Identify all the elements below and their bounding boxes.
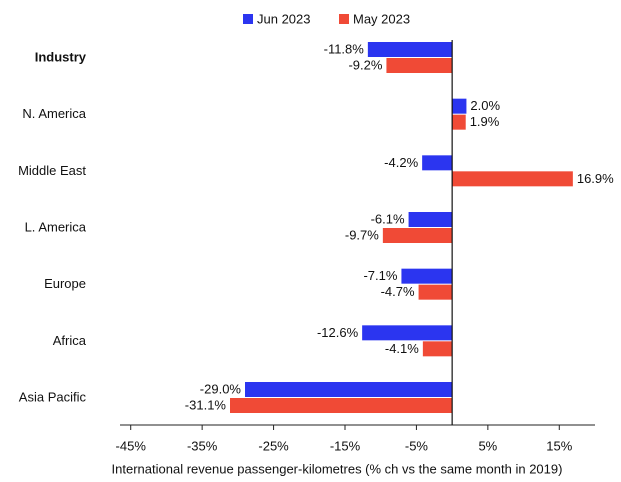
value-label: -7.1%	[363, 268, 397, 283]
value-label: 16.9%	[577, 171, 614, 186]
bar	[367, 42, 453, 57]
y-tick-label: N. America	[22, 106, 86, 121]
x-axis-title: International revenue passenger-kilometr…	[112, 461, 563, 476]
bar	[418, 284, 453, 300]
value-label: -4.2%	[384, 155, 418, 170]
bar	[452, 114, 466, 130]
bar	[422, 155, 453, 171]
value-label: -9.2%	[348, 57, 382, 72]
x-tick-label: -15%	[330, 438, 361, 453]
bar	[422, 341, 453, 357]
bar	[362, 325, 453, 341]
bar	[452, 98, 467, 114]
bar	[230, 398, 453, 413]
x-tick-label: -35%	[187, 438, 218, 453]
value-label: -4.7%	[381, 284, 415, 299]
bar	[382, 228, 453, 243]
y-tick-label: L. America	[25, 219, 87, 234]
value-label: -6.1%	[371, 211, 405, 226]
value-label: -12.6%	[317, 325, 359, 340]
y-tick-label: Industry	[35, 49, 87, 64]
x-tick-label: -25%	[258, 438, 289, 453]
x-tick-label: 15%	[546, 438, 572, 453]
legend-label: May 2023	[353, 11, 410, 26]
legend-label: Jun 2023	[257, 11, 311, 26]
legend-swatch	[339, 14, 349, 24]
y-tick-label: Africa	[53, 333, 87, 348]
bar	[408, 212, 453, 227]
value-label: -31.1%	[185, 397, 227, 412]
value-label: 2.0%	[470, 98, 500, 113]
bar	[401, 268, 453, 284]
x-tick-label: -5%	[405, 438, 429, 453]
value-label: -29.0%	[200, 381, 242, 396]
y-tick-label: Asia Pacific	[19, 389, 87, 404]
bar	[452, 171, 573, 187]
value-label: -9.7%	[345, 227, 379, 242]
x-tick-label: 5%	[478, 438, 497, 453]
value-label: -4.1%	[385, 341, 419, 356]
value-label: 1.9%	[470, 114, 500, 129]
bar	[245, 382, 453, 397]
y-tick-label: Middle East	[18, 163, 86, 178]
bar	[386, 58, 453, 73]
legend-swatch	[243, 14, 253, 24]
value-label: -11.8%	[324, 41, 365, 56]
x-tick-label: -45%	[116, 438, 147, 453]
y-tick-label: Europe	[44, 276, 86, 291]
